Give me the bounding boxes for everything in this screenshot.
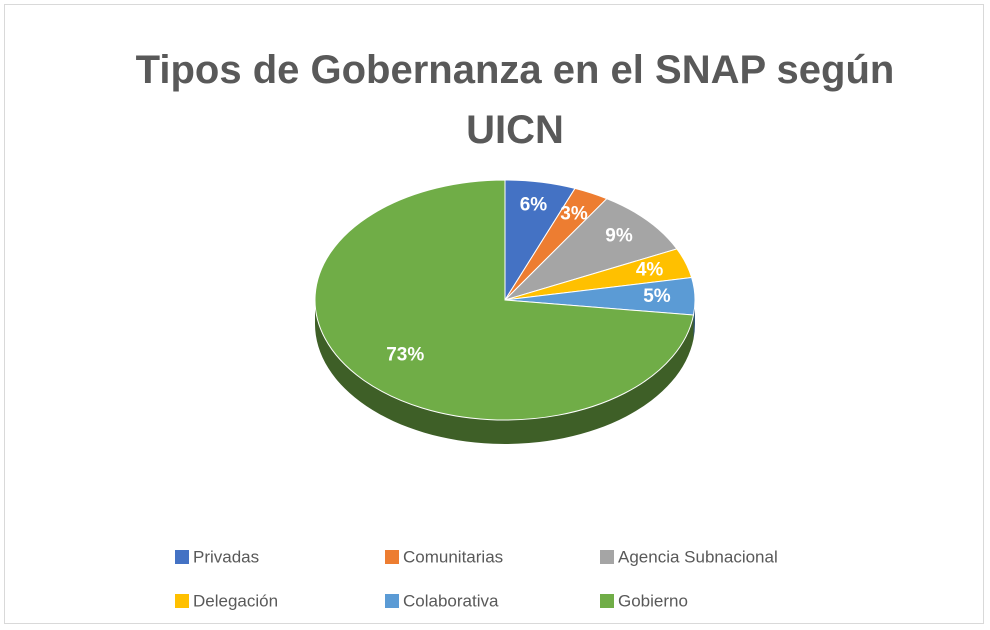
legend-label: Delegación — [193, 591, 278, 610]
legend-swatch — [600, 550, 614, 564]
data-label: 3% — [560, 203, 588, 224]
chart-frame — [4, 4, 984, 624]
legend-label: Colaborativa — [403, 591, 499, 610]
slice — [504, 198, 678, 301]
legend-swatch — [385, 594, 399, 608]
legend-label: Agencia Subnacional — [618, 547, 778, 566]
data-label: 73% — [386, 345, 424, 366]
legend-swatch — [175, 550, 189, 564]
legend-label: Privadas — [193, 547, 259, 566]
legend-swatch — [175, 594, 189, 608]
slice-side — [315, 300, 694, 444]
legend-label: Gobierno — [618, 591, 688, 610]
legend-label: Comunitarias — [403, 547, 503, 566]
data-label: 9% — [605, 226, 633, 247]
slice — [314, 179, 695, 421]
legend-swatch — [385, 550, 399, 564]
legend-swatch — [600, 594, 614, 608]
data-label: 5% — [643, 286, 671, 307]
chart-title: Tipos de Gobernanza en el SNAP según UIC… — [135, 48, 895, 152]
data-label: 4% — [636, 259, 664, 280]
data-label: 6% — [520, 195, 548, 216]
